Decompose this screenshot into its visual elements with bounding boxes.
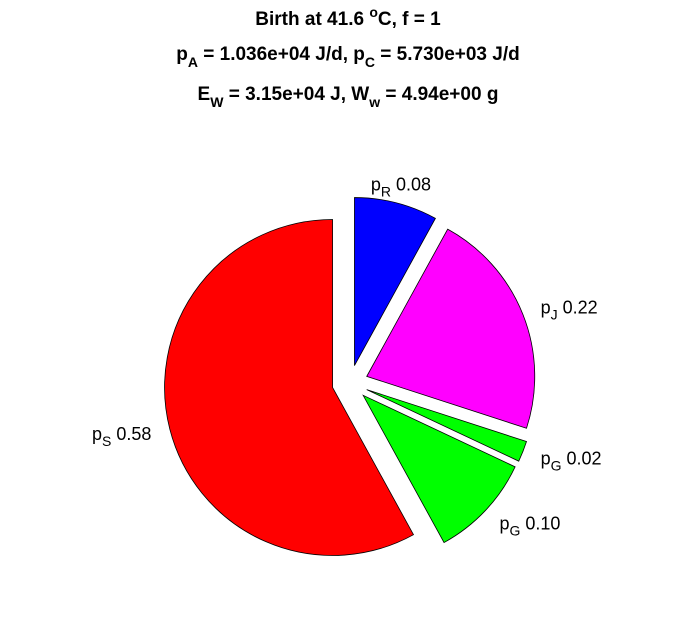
label-value: 0.58 [116, 424, 151, 444]
label-value: 0.02 [567, 448, 602, 468]
label-subscript: S [102, 433, 111, 449]
label-symbol: p [541, 448, 551, 468]
title-segment: Birth at 41.6 [255, 9, 369, 30]
label-value: 0.08 [396, 174, 431, 194]
title-segment: W [210, 94, 224, 110]
title-segment: E [198, 84, 211, 105]
label-subscript: R [381, 183, 391, 199]
label-symbol: p [499, 513, 509, 533]
title-segment: = 5.730e+03 J/d [375, 44, 520, 65]
title-segment: C [365, 54, 375, 70]
title-segment: w [368, 94, 380, 110]
label-subscript: G [551, 457, 562, 473]
slice-label: pR 0.08 [371, 174, 431, 199]
title-segment: p [176, 44, 188, 65]
pie-slice [366, 389, 528, 462]
title-segment: = 4.94e+00 g [380, 84, 498, 105]
title-segment: o [369, 4, 378, 20]
label-value: 0.10 [525, 513, 560, 533]
slice-label: pJ 0.22 [541, 298, 598, 323]
chart-title: Birth at 41.6 oC, f = 1 [255, 4, 441, 30]
label-subscript: J [551, 307, 558, 323]
title-segment: = 3.15e+04 J, W [223, 84, 369, 105]
title-segment: = 1.036e+04 J/d, p [198, 44, 365, 65]
pie-slice [362, 394, 516, 544]
chart-title: EW = 3.15e+04 J, Ww = 4.94e+00 g [198, 84, 499, 110]
pie-slice [164, 219, 415, 556]
title-segment: A [188, 54, 198, 70]
slice-label: pS 0.58 [92, 424, 151, 449]
label-symbol: p [92, 424, 102, 444]
label-symbol: p [541, 298, 551, 318]
label-value: 0.22 [563, 298, 598, 318]
pie-slice [354, 197, 436, 366]
slice-label: pG 0.10 [499, 513, 560, 538]
slice-label: pG 0.02 [541, 448, 602, 473]
pie-slice [366, 228, 536, 429]
title-segment: C, f = 1 [378, 9, 441, 30]
chart-title: pA = 1.036e+04 J/d, pC = 5.730e+03 J/d [176, 44, 519, 70]
label-subscript: G [509, 522, 520, 538]
label-symbol: p [371, 174, 381, 194]
